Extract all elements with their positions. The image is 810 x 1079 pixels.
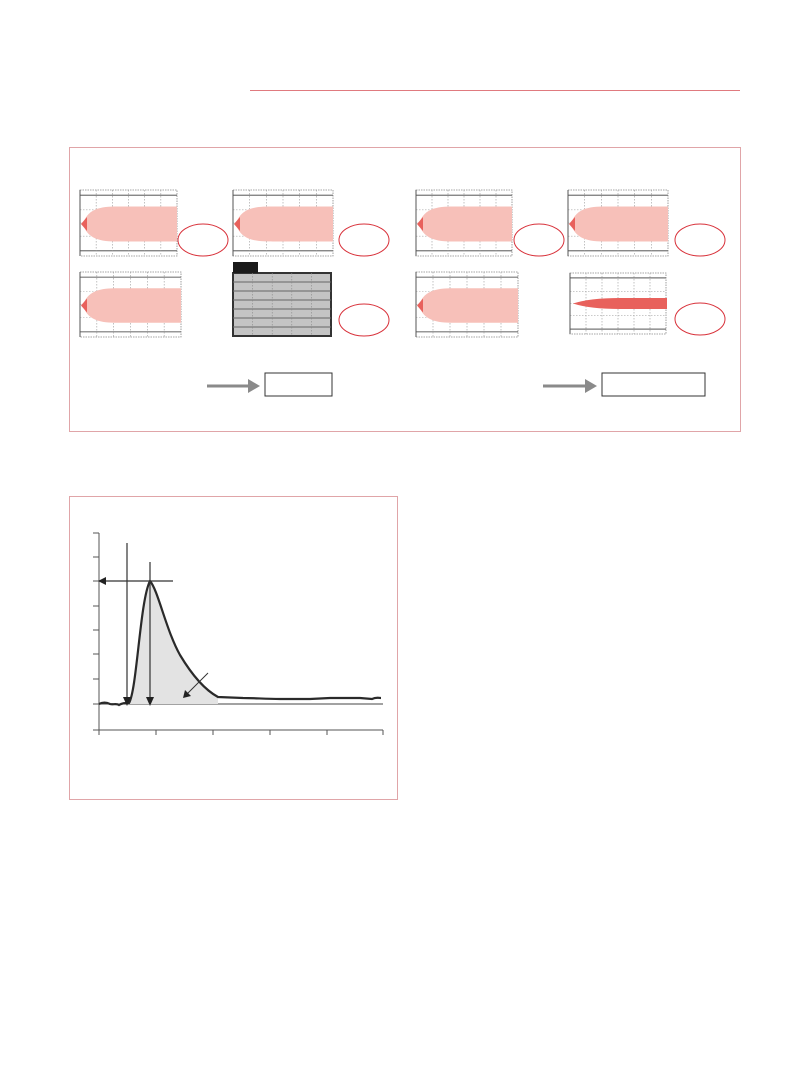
pink-plume: [83, 288, 181, 323]
pink-plume: [83, 206, 177, 242]
mini-chart-3: [415, 189, 565, 257]
mini-chart-2: [232, 189, 390, 257]
mini-chart-8: [569, 272, 726, 336]
mini-chart-7: [415, 271, 519, 338]
arrow-right-icon: [248, 379, 260, 393]
mini-chart-6: [232, 262, 390, 337]
red-source-marker: [417, 216, 423, 231]
empty-callout-ellipse: [338, 303, 390, 337]
arrow-pointer-icon: [183, 690, 191, 698]
red-source-marker: [417, 298, 423, 313]
figure-2-axes: [93, 532, 384, 735]
red-band: [573, 298, 667, 309]
empty-callout-ellipse: [338, 223, 390, 257]
empty-callout-ellipse: [513, 223, 565, 257]
arrow-down-icon: [146, 697, 154, 706]
result-box-2: [601, 372, 706, 397]
black-tab: [233, 262, 258, 273]
pink-plume: [236, 206, 333, 242]
empty-callout-ellipse: [674, 223, 726, 257]
arrow-right-icon: [585, 379, 597, 393]
area-pointer-line: [186, 672, 209, 695]
red-source-marker: [81, 216, 87, 231]
mini-chart-4: [567, 189, 726, 257]
pink-plume: [419, 206, 512, 242]
mini-chart-5: [79, 271, 182, 338]
pink-plume: [571, 206, 668, 242]
header-rule: [250, 90, 740, 91]
red-source-marker: [234, 216, 240, 231]
result-box-1: [264, 372, 333, 397]
pink-plume: [419, 288, 518, 323]
arrow-down-icon: [123, 697, 131, 706]
red-source-marker: [569, 216, 575, 231]
empty-callout-ellipse: [177, 223, 229, 257]
red-source-marker: [81, 298, 87, 313]
arrow-left-icon: [98, 577, 106, 585]
empty-callout-ellipse: [674, 302, 726, 336]
figure-2-frame: [69, 496, 398, 800]
response-curve: [98, 579, 382, 707]
figure-1-frame: [69, 147, 741, 432]
mini-chart-1: [79, 189, 229, 257]
gray-grid-panel: [232, 272, 332, 337]
